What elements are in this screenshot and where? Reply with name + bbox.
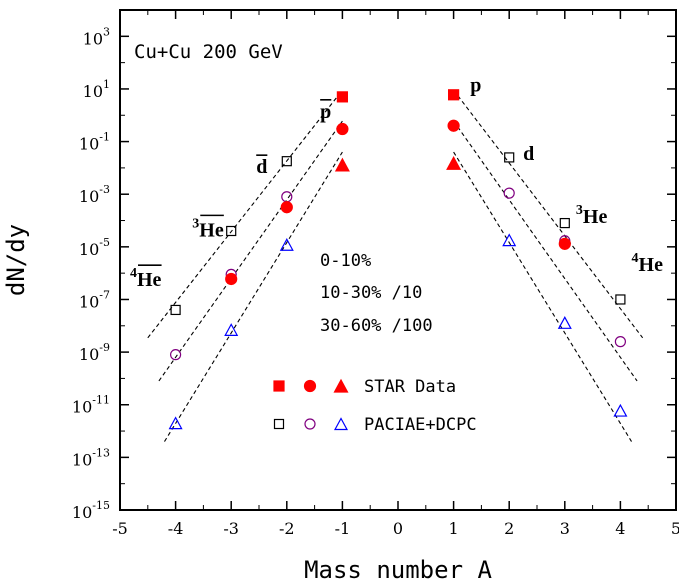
x-tick-label: -1 <box>335 519 351 538</box>
fit-line <box>453 89 644 339</box>
y-tick-label: 10-7 <box>79 288 110 311</box>
marker-open-square <box>504 152 515 163</box>
marker-open-square <box>226 225 237 237</box>
fit-line <box>158 120 343 382</box>
y-tick-label: 101 <box>83 78 110 101</box>
marker-open-square <box>615 294 626 305</box>
y-tick-label: 10-11 <box>72 394 110 417</box>
centrality-label-1: 10-30% /10 <box>320 283 422 303</box>
marker-filled-circle <box>558 237 571 250</box>
marker-filled-circle <box>447 119 460 132</box>
y-tick-label: 10-1 <box>79 131 110 154</box>
marker-open-triangle <box>502 233 517 247</box>
x-tick-label: 1 <box>449 519 459 538</box>
x-tick-label: -4 <box>168 519 184 538</box>
y-axis-title: dN/dy <box>2 224 30 296</box>
particle-label: 4He <box>130 266 162 291</box>
marker-open-circle <box>304 418 316 430</box>
legend-label-paciae: PACIAE+DCPC <box>364 415 477 435</box>
particle-labels: p d 3He 4He p d 3He 4He <box>130 74 663 291</box>
axis-tick-labels: -5 -4 -3 -2 -1 0 1 2 3 4 5 103 101 10-1 10-3 10-5 10-7 10… <box>72 25 679 538</box>
marker-open-circle <box>170 349 182 361</box>
x-tick-label: -5 <box>112 519 128 538</box>
data-markers <box>168 89 628 430</box>
marker-filled-circle <box>303 379 317 393</box>
x-tick-label: 2 <box>504 519 514 538</box>
particle-label: p <box>470 74 481 96</box>
marker-filled-triangle <box>333 378 349 393</box>
marker-filled-triangle <box>334 157 350 172</box>
fit-line <box>164 151 343 442</box>
marker-open-triangle <box>224 323 239 336</box>
particle-label: d <box>256 156 267 178</box>
y-tick-label: 10-15 <box>72 499 110 522</box>
y-tick-label: 10-9 <box>79 341 110 364</box>
marker-filled-square <box>448 89 460 101</box>
x-tick-label: -2 <box>279 519 295 538</box>
x-tick-label: -3 <box>223 519 239 538</box>
marker-filled-circle <box>336 122 349 136</box>
marker-open-square <box>170 304 181 316</box>
fit-line <box>453 151 632 442</box>
y-tick-label: 10-13 <box>72 446 110 469</box>
particle-label: 3He <box>192 216 224 241</box>
marker-filled-circle <box>280 201 293 214</box>
marker-open-triangle <box>557 316 572 329</box>
marker-filled-square <box>273 380 285 392</box>
plot-frame <box>119 9 677 511</box>
centrality-label-2: 30-60% /100 <box>320 316 433 336</box>
marker-open-triangle <box>279 238 294 251</box>
marker-open-circle <box>614 336 627 348</box>
y-tick-label: 10-3 <box>79 183 110 206</box>
centrality-label-0: 0-10% <box>320 251 371 271</box>
axis-ticks <box>119 9 677 511</box>
y-tick-label: 10-5 <box>79 236 110 259</box>
fit-line <box>147 89 343 339</box>
legend: STAR Data PACIAE+DCPC <box>273 377 477 435</box>
legend-label-star: STAR Data <box>364 377 456 397</box>
marker-open-square <box>281 156 292 167</box>
marker-open-square <box>559 217 570 229</box>
marker-open-circle <box>503 187 515 199</box>
y-tick-label: 103 <box>83 25 110 48</box>
marker-open-triangle <box>168 416 183 430</box>
x-tick-label: 3 <box>560 519 570 538</box>
marker-filled-circle <box>225 272 238 286</box>
fit-line <box>453 120 638 382</box>
marker-open-triangle <box>613 403 628 417</box>
particle-label: 3He <box>576 203 608 228</box>
marker-filled-square <box>336 91 348 103</box>
x-axis-title: Mass number A <box>304 556 492 584</box>
marker-open-triangle <box>333 417 349 431</box>
chart-title: Cu+Cu 200 GeV <box>134 41 283 63</box>
x-tick-label: 5 <box>671 519 679 538</box>
particle-label: d <box>523 143 534 165</box>
particle-label: p <box>320 101 331 123</box>
x-tick-label: 4 <box>615 519 625 538</box>
marker-open-circle <box>281 191 293 203</box>
x-tick-label: 0 <box>393 519 403 538</box>
marker-filled-triangle <box>446 156 462 170</box>
fit-lines <box>147 89 644 442</box>
marker-open-square <box>273 418 285 430</box>
particle-label: 4He <box>632 251 664 276</box>
